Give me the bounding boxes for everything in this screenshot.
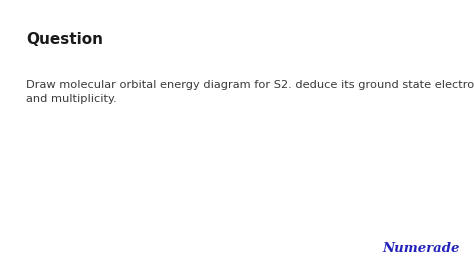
Text: Question: Question	[26, 32, 103, 47]
Text: Numerade: Numerade	[383, 242, 460, 255]
Text: Draw molecular orbital energy diagram for S2. deduce its ground state electronic: Draw molecular orbital energy diagram fo…	[26, 80, 474, 104]
